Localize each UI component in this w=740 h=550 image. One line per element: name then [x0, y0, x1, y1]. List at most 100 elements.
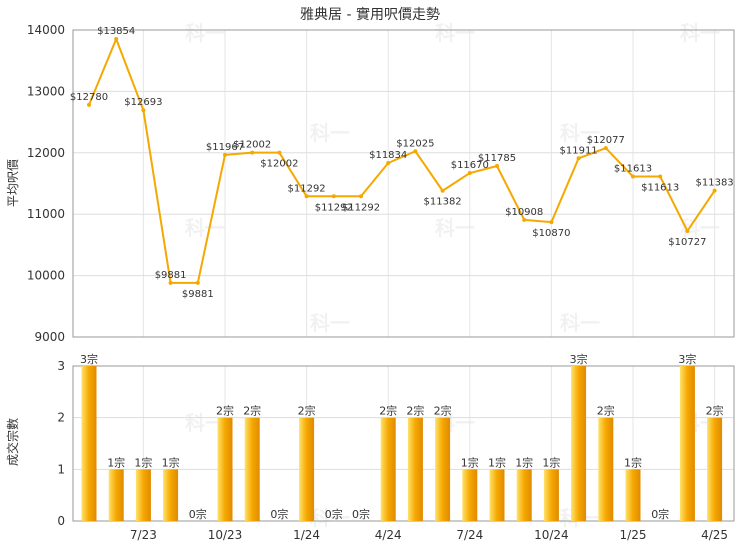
price-point [114, 36, 119, 41]
price-y-tick-label: 13000 [27, 84, 65, 98]
x-tick-label: 10/24 [534, 528, 569, 542]
price-data-label: $11670 [451, 160, 489, 171]
watermark-text: 科一 [185, 216, 225, 240]
volume-bar [543, 469, 559, 521]
volume-data-label: 1宗 [107, 455, 125, 469]
price-point [195, 280, 200, 285]
price-data-label: $11292 [315, 202, 353, 213]
price-y-tick-label: 12000 [27, 146, 65, 160]
volume-bar [516, 469, 532, 521]
price-data-label: $11382 [424, 197, 462, 208]
price-data-label: $10870 [532, 228, 570, 239]
watermark-text: 科一 [435, 21, 475, 45]
price-data-label: $11292 [342, 202, 380, 213]
price-point [603, 146, 608, 151]
volume-data-label: 0宗 [270, 507, 288, 521]
volume-data-label: 2宗 [379, 404, 397, 418]
volume-data-label: 0宗 [651, 507, 669, 521]
volume-data-label: 2宗 [434, 404, 452, 418]
price-y-tick-label: 11000 [27, 207, 65, 221]
watermark-text: 科一 [310, 506, 350, 530]
price-data-label: $12025 [396, 138, 434, 149]
volume-data-label: 3宗 [80, 352, 98, 366]
volume-y-tick-label: 3 [57, 359, 65, 373]
volume-y-tick-label: 1 [57, 462, 65, 476]
volume-data-label: 0宗 [352, 507, 370, 521]
price-line-chart: 9000 10000 11000 12000 13000 14000 $12780 $1385… [27, 23, 735, 344]
volume-bar [217, 417, 233, 521]
price-point [658, 174, 663, 179]
watermark-text: 科一 [560, 311, 600, 335]
price-point [467, 171, 472, 176]
volume-bar [135, 469, 151, 521]
volume-bar [244, 417, 260, 521]
price-point [277, 150, 282, 155]
price-point [631, 174, 635, 179]
price-data-label: $10908 [505, 207, 543, 218]
volume-bar-chart: 7/23 10/23 1/24 4/24 7/24 10/24 1/25 4/25 0 1 2 3 3宗… [57, 352, 735, 542]
price-data-label: $9881 [182, 289, 214, 300]
volume-data-label: 1宗 [461, 455, 479, 469]
price-data-label: $11613 [614, 164, 652, 175]
volume-axis-title: 成交宗數 [5, 418, 20, 466]
price-data-label: $9881 [155, 270, 187, 281]
price-data-label: $11292 [288, 183, 326, 194]
price-y-tick-label: 10000 [27, 269, 65, 283]
volume-data-label: 1宗 [624, 455, 642, 469]
volume-data-label: 2宗 [298, 404, 316, 418]
volume-bar [299, 417, 315, 521]
volume-bar [707, 417, 723, 521]
price-data-label: $11834 [369, 150, 407, 161]
watermark-text: 科一 [435, 216, 475, 240]
price-data-label: $11967 [206, 142, 244, 153]
price-data-label: $10727 [668, 237, 706, 248]
price-point [386, 160, 391, 165]
price-point [250, 150, 255, 155]
x-tick-label: 1/25 [620, 528, 647, 542]
price-data-label: $12077 [587, 135, 625, 146]
volume-data-label: 0宗 [189, 507, 207, 521]
x-tick-label: 7/24 [456, 528, 483, 542]
price-point [440, 188, 445, 193]
volume-data-label: 1宗 [162, 455, 180, 469]
price-point [522, 217, 527, 222]
price-data-label: $11785 [478, 153, 516, 164]
price-data-label: $12780 [70, 92, 108, 103]
volume-data-label: 2宗 [216, 404, 234, 418]
volume-data-label: 0宗 [325, 507, 343, 521]
volume-data-label: 3宗 [678, 352, 696, 366]
watermark-text: 科一 [185, 21, 225, 45]
price-point [168, 280, 173, 285]
volume-data-label: 1宗 [488, 455, 506, 469]
price-series-line [88, 37, 716, 284]
price-point [413, 149, 418, 154]
watermark-text: 科一 [310, 121, 350, 145]
price-point [359, 194, 363, 199]
chart-title: 雅典居 - 實用呎價走勢 [300, 6, 440, 23]
x-tick-label: 4/25 [701, 528, 728, 542]
watermark-text: 科一 [680, 21, 720, 45]
volume-bar [625, 469, 641, 521]
price-data-label: $13854 [97, 26, 135, 37]
volume-bar [407, 417, 423, 521]
volume-data-label: 1宗 [542, 455, 560, 469]
volume-data-label: 1宗 [134, 455, 152, 469]
volume-bar [462, 469, 478, 521]
price-point [495, 164, 499, 169]
volume-bar [435, 417, 451, 521]
volume-data-label: 2宗 [406, 404, 424, 418]
watermark-text: 科一 [560, 121, 600, 145]
price-data-label: $12693 [124, 97, 162, 108]
volume-data-label: 2宗 [597, 404, 615, 418]
price-plot-frame [72, 29, 735, 338]
price-point [712, 188, 717, 193]
volume-y-tick-label: 2 [57, 411, 65, 425]
price-point [685, 228, 690, 233]
volume-bar [489, 469, 505, 521]
price-axis-title: 平均呎價 [6, 159, 20, 207]
price-point [549, 220, 554, 225]
x-tick-label: 1/24 [293, 528, 320, 542]
price-data-label: $11911 [560, 145, 598, 156]
volume-y-tick-label: 0 [57, 514, 65, 528]
